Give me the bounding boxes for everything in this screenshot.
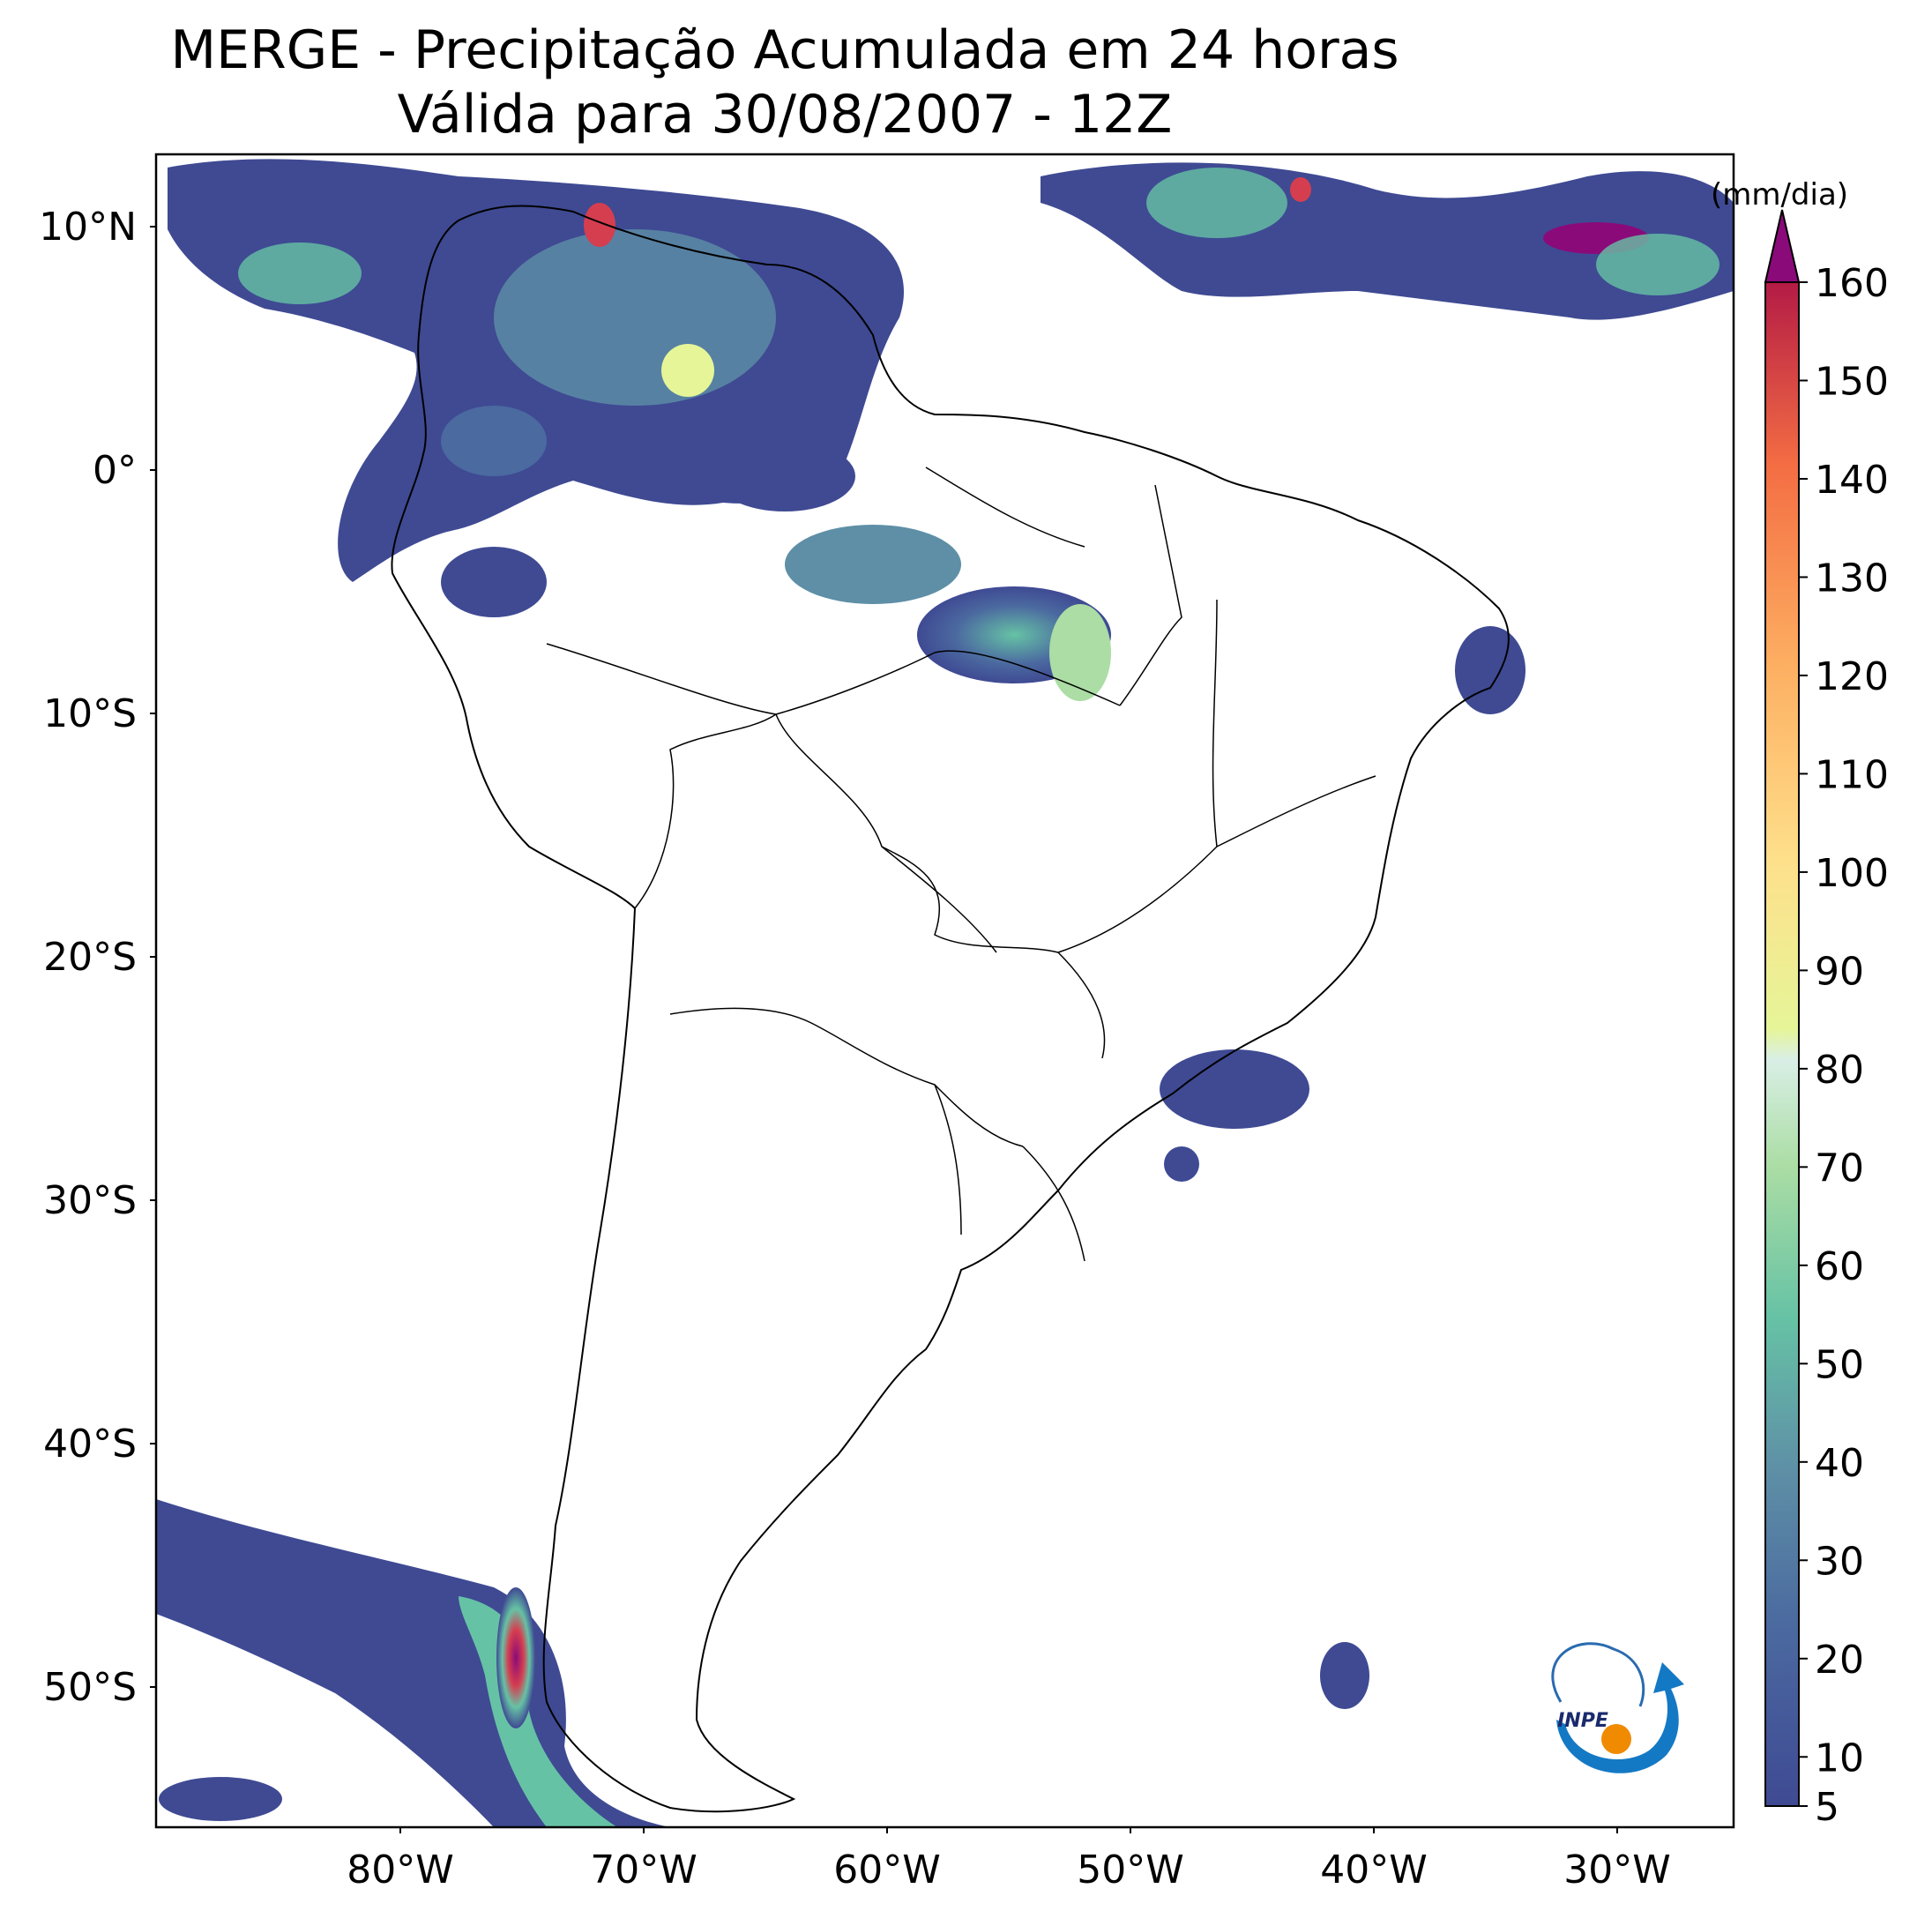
lat-label-50s: 50°S: [43, 1665, 137, 1710]
country-borders: [546, 467, 1376, 1262]
inpe-logo-text: INPE: [1557, 1710, 1608, 1732]
colorbar-gradient: [1764, 281, 1800, 1807]
inpe-logo: INPE: [1551, 1642, 1684, 1773]
lat-label-20s: 20°S: [43, 935, 137, 980]
colorbar-tick-label: 120: [1815, 654, 1889, 699]
lon-label-60w: 60°W: [833, 1848, 941, 1892]
colorbar-tick-label: 10: [1815, 1736, 1864, 1780]
lat-label-10n: 10°N: [39, 205, 137, 250]
lon-axis: 80°W 70°W 60°W 50°W 40°W 30°W: [347, 1827, 1671, 1892]
map-frame: [154, 153, 1735, 1829]
colorbar-tick-label: 110: [1815, 752, 1889, 797]
colorbar-extend-arrow: [1764, 209, 1801, 283]
colorbar-tick-label: 80: [1815, 1048, 1864, 1093]
precipitation-layer: [156, 159, 1734, 1827]
colorbar-tick-label: 60: [1815, 1244, 1864, 1289]
lon-label-40w: 40°W: [1320, 1848, 1428, 1892]
lon-label-30w: 30°W: [1563, 1848, 1671, 1892]
colorbar-tick-label: 160: [1815, 261, 1889, 306]
colorbar-tick-label: 100: [1815, 851, 1889, 896]
colorbar-tick-label: 140: [1815, 458, 1889, 503]
colorbar-tick-label: 40: [1815, 1441, 1864, 1486]
map-subtitle: Válida para 30/08/2007 - 12Z: [397, 84, 1173, 146]
lat-axis: 10°N 0° 10°S 20°S 30°S 40°S 50°S: [39, 205, 156, 1710]
colorbar-tick-label: 20: [1815, 1638, 1864, 1683]
lon-label-70w: 70°W: [590, 1848, 697, 1892]
colorbar-unit: (mm/dia): [1711, 177, 1848, 213]
lat-label-10s: 10°S: [43, 691, 137, 736]
colorbar: (mm/dia) 5 10 20 30 40 50 60 70 80 90 100 110 120 130…: [1711, 177, 1889, 1830]
colorbar-ticks: 5 10 20 30 40 50 60 70 80 90 100 110 120 130 140 150 160: [1799, 261, 1889, 1830]
lon-label-50w: 50°W: [1077, 1848, 1184, 1892]
colorbar-tick-label: 30: [1815, 1539, 1864, 1584]
colorbar-tick-label: 50: [1815, 1342, 1864, 1387]
map-title: MERGE - Precipitação Acumulada em 24 hor…: [170, 19, 1399, 81]
colorbar-tick-label: 70: [1815, 1146, 1864, 1191]
lat-label-0: 0°: [93, 448, 137, 493]
colorbar-tick-label: 130: [1815, 556, 1889, 601]
lat-label-30s: 30°S: [43, 1178, 137, 1223]
lat-label-40s: 40°S: [43, 1422, 137, 1467]
coastline: [391, 205, 1510, 1813]
colorbar-tick-label: 150: [1815, 359, 1889, 404]
colorbar-tick-label: 5: [1815, 1785, 1839, 1830]
colorbar-tick-label: 90: [1815, 949, 1864, 994]
lon-label-80w: 80°W: [347, 1848, 454, 1892]
